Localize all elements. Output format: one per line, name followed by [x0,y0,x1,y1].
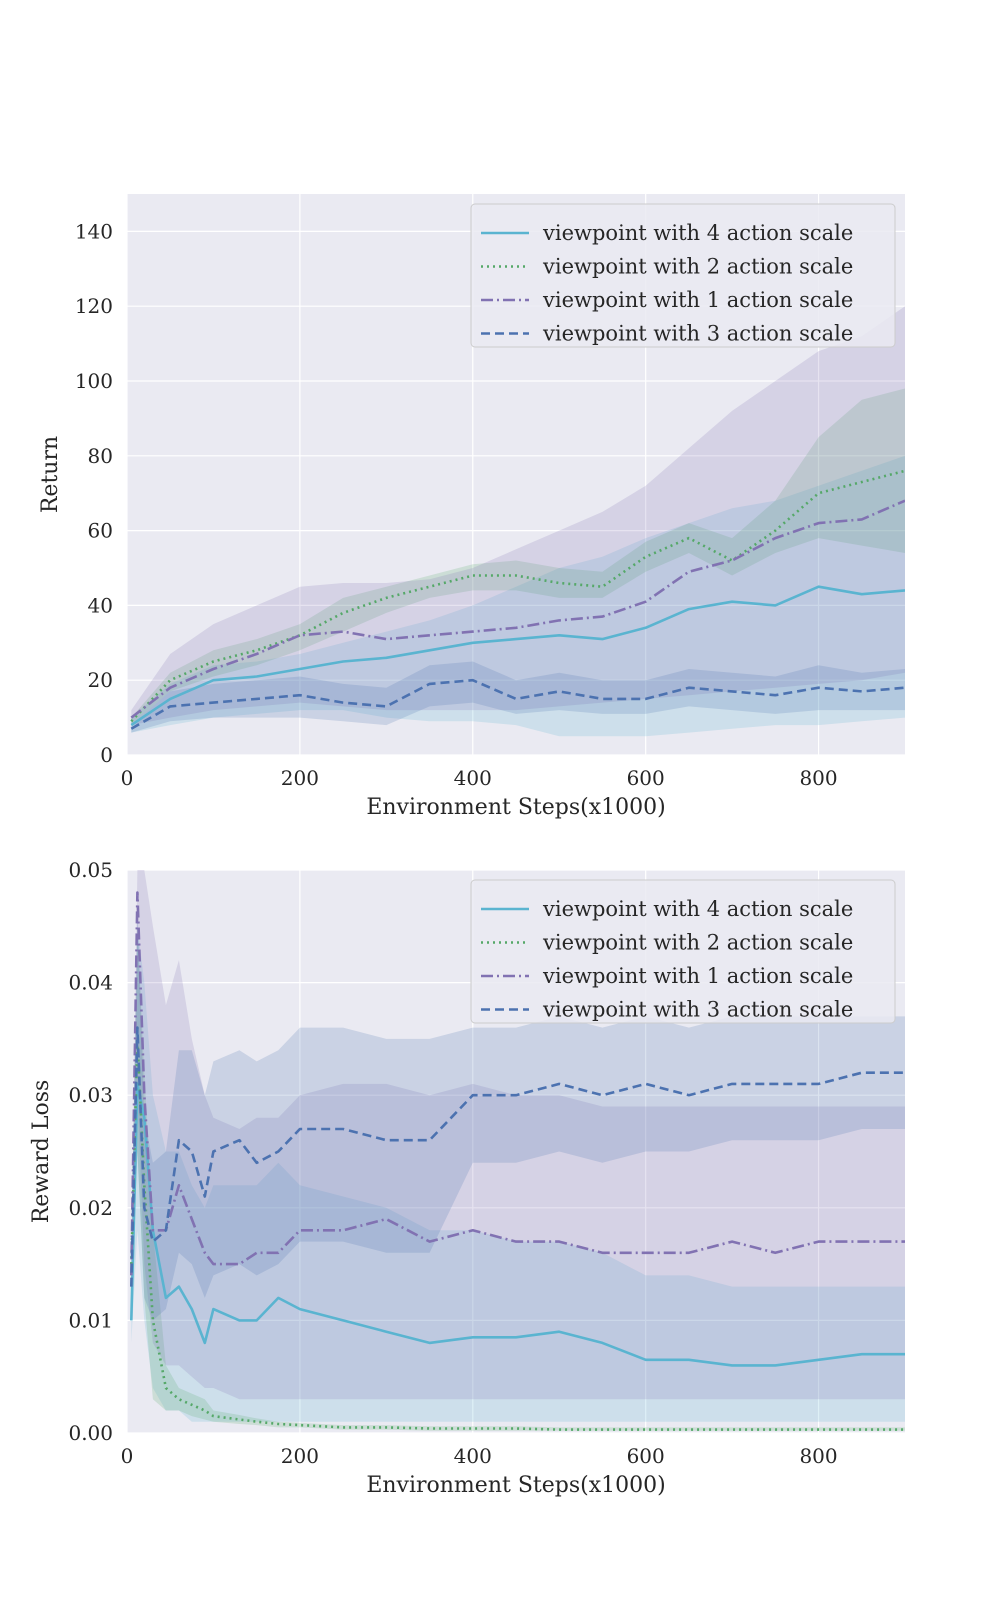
y-tick-label: 0.00 [68,1421,113,1445]
legend-label-1: viewpoint with 4 action scale [542,221,853,245]
x-tick-label: 600 [627,1444,665,1468]
band-series-2 [131,388,905,726]
y-axis-label: Return [38,436,63,513]
legend-label-4: viewpoint with 3 action scale [542,322,853,346]
y-tick-label: 0.01 [68,1308,113,1332]
band-series-3 [131,306,905,726]
line-series-3 [130,891,905,1276]
x-tick-label: 400 [454,766,492,790]
y-tick-label: 80 [88,444,113,468]
y-tick-label: 120 [75,294,113,318]
x-tick-label: 200 [281,1444,319,1468]
legend-label-4: viewpoint with 3 action scale [542,998,853,1022]
series-layer [130,306,905,737]
legend-label-1: viewpoint with 4 action scale [542,897,853,921]
line-series-1 [130,585,905,727]
x-tick-label: 800 [799,1444,837,1468]
legend: viewpoint with 4 action scale viewpoint w… [470,203,896,348]
series-layer [130,870,905,1431]
y-tick-label: 60 [88,519,113,543]
y-tick-label: 0.04 [68,971,113,995]
legend-label-3: viewpoint with 1 action scale [542,288,853,312]
band-series-1 [131,455,905,737]
x-tick-label: 400 [454,1444,492,1468]
legend-box [470,203,896,348]
line-series-4 [130,678,905,730]
x-tick-label: 0 [121,766,134,790]
legend-label-2: viewpoint with 2 action scale [542,255,853,279]
band-series-1 [131,926,905,1422]
line-series-3 [130,499,905,719]
y-tick-label: 0.05 [68,858,113,882]
x-axis-label: Environment Steps(x1000) [366,795,665,820]
line-series-2 [130,469,905,723]
legend: viewpoint with 4 action scale viewpoint w… [470,879,896,1024]
legend-label-2: viewpoint with 2 action scale [542,931,853,955]
band-series-4 [131,661,905,733]
y-tick-label: 0.02 [68,1196,113,1220]
x-tick-label: 0 [121,1444,134,1468]
band-series-3 [131,870,905,1400]
y-tick-label: 140 [75,219,113,243]
band-series-4 [131,903,905,1321]
y-axis-label: Reward Loss [29,1080,54,1224]
line-series-1 [130,1082,905,1367]
reward-loss-chart: 0 200 400 600 800 0.00 0.01 0.02 0.03 0.04 0.05 Env… [29,858,905,1498]
return-chart: 0 200 400 600 800 0 20 40 60 80 100 120 140 Environme… [38,194,905,820]
x-axis-label: Environment Steps(x1000) [366,1473,665,1498]
line-series-2 [130,1037,905,1431]
legend-box [470,879,896,1024]
x-tick-label: 600 [627,766,665,790]
y-tick-label: 40 [88,593,113,617]
x-tick-label: 800 [799,766,837,790]
y-tick-label: 0.03 [68,1083,113,1107]
x-tick-label: 200 [281,766,319,790]
y-tick-label: 20 [88,668,113,692]
y-tick-label: 0 [100,743,113,767]
line-series-4 [130,1026,905,1287]
y-tick-label: 100 [75,369,113,393]
legend-label-3: viewpoint with 1 action scale [542,964,853,988]
